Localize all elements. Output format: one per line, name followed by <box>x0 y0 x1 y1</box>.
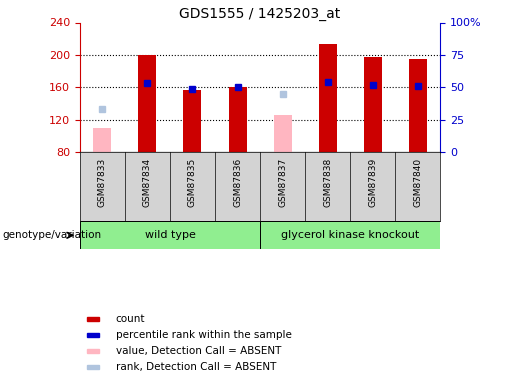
Text: rank, Detection Call = ABSENT: rank, Detection Call = ABSENT <box>116 362 276 372</box>
Bar <box>87 350 99 353</box>
Text: GSM87836: GSM87836 <box>233 158 242 207</box>
Text: value, Detection Call = ABSENT: value, Detection Call = ABSENT <box>116 346 281 356</box>
Text: count: count <box>116 314 145 324</box>
Text: GSM87833: GSM87833 <box>98 158 107 207</box>
Text: wild type: wild type <box>145 230 195 240</box>
Bar <box>319 44 337 152</box>
Text: glycerol kinase knockout: glycerol kinase knockout <box>281 230 419 240</box>
Text: GSM87834: GSM87834 <box>143 158 152 207</box>
FancyBboxPatch shape <box>80 221 260 249</box>
Bar <box>273 115 291 152</box>
Bar <box>87 333 99 337</box>
Bar <box>139 55 157 152</box>
Bar <box>229 87 247 152</box>
Bar <box>364 57 382 152</box>
Text: GSM87839: GSM87839 <box>368 158 377 207</box>
Text: GSM87835: GSM87835 <box>188 158 197 207</box>
Text: genotype/variation: genotype/variation <box>3 230 101 240</box>
Text: GSM87837: GSM87837 <box>278 158 287 207</box>
Bar <box>87 365 99 369</box>
Bar <box>93 128 111 152</box>
Text: percentile rank within the sample: percentile rank within the sample <box>116 330 292 340</box>
Title: GDS1555 / 1425203_at: GDS1555 / 1425203_at <box>179 8 341 21</box>
Text: GSM87840: GSM87840 <box>414 158 422 207</box>
FancyBboxPatch shape <box>260 221 440 249</box>
Text: GSM87838: GSM87838 <box>323 158 332 207</box>
Bar <box>183 90 201 152</box>
Bar <box>409 59 427 152</box>
Bar <box>87 318 99 321</box>
